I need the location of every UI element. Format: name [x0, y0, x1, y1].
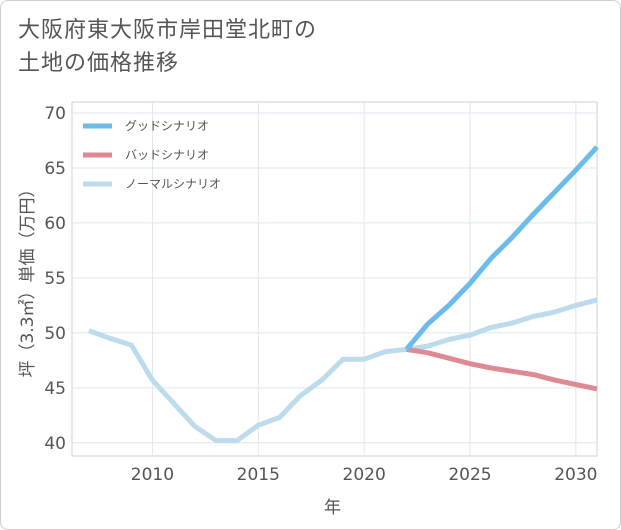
x-tick-label: 2025	[448, 465, 491, 485]
y-tick-label: 50	[44, 324, 66, 344]
series-line-1	[404, 145, 599, 352]
legend-label: バッドシナリオ	[125, 148, 209, 162]
x-tick-label: 2015	[237, 465, 280, 485]
x-axis-label: 年	[324, 498, 341, 518]
y-tick-label: 40	[44, 434, 66, 454]
x-tick-label: 2010	[131, 465, 174, 485]
x-tick-label: 2020	[343, 465, 386, 485]
y-axis-label: 坪（3.3㎡）単価（万円）	[18, 180, 38, 377]
series-line-2	[406, 346, 598, 392]
legend-label: ノーマルシナリオ	[125, 177, 221, 191]
series-line-3	[88, 297, 598, 444]
chart-title-line1: 大阪府東大阪市岸田堂北町の	[18, 18, 318, 43]
plot-area	[71, 101, 598, 457]
y-tick-label: 60	[44, 214, 66, 234]
y-tick-label: 55	[44, 269, 66, 289]
series-layer	[88, 145, 599, 444]
chart-title-line2: 土地の価格推移	[18, 51, 180, 76]
grid	[72, 102, 597, 456]
x-tick-label: 2030	[554, 465, 597, 485]
axis-ticks: 40 45 50 55 60 65 70 2010 2015 2020 2025 2030	[44, 104, 597, 485]
y-tick-label: 45	[44, 379, 66, 399]
y-tick-label: 70	[44, 104, 66, 124]
legend-label: グッドシナリオ	[125, 119, 209, 133]
y-tick-label: 65	[44, 159, 66, 179]
chart-title: 大阪府東大阪市岸田堂北町の 土地の価格推移	[18, 14, 578, 80]
